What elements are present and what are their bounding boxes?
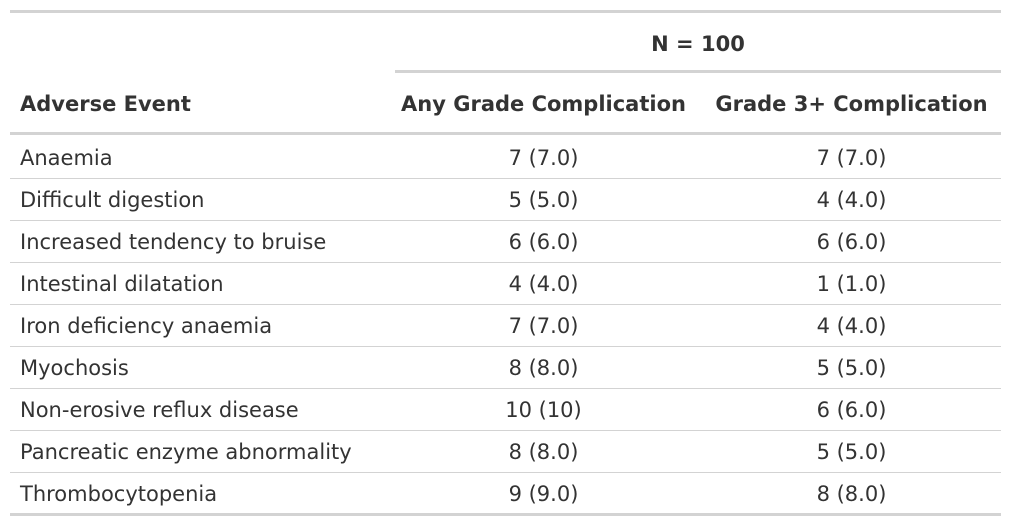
row-label: Increased tendency to bruise — [20, 230, 327, 254]
table-cell: 7 (7.0) — [508, 314, 579, 338]
bottom-border — [10, 513, 1001, 516]
row-label: Myochosis — [20, 356, 129, 380]
table-cell: 1 (1.0) — [816, 272, 887, 296]
table-cell: 6 (6.0) — [508, 230, 579, 254]
table-cell: 6 (6.0) — [816, 398, 887, 422]
row-label: Pancreatic enzyme abnormality — [20, 440, 352, 464]
row-label: Anaemia — [20, 146, 113, 170]
table-cell: 5 (5.0) — [816, 440, 887, 464]
spanner-label: N = 100 — [651, 32, 745, 56]
column-header: Adverse Event — [20, 92, 191, 116]
row-rule — [10, 472, 1001, 473]
table-cell: 10 (10) — [505, 398, 582, 422]
table-cell: 5 (5.0) — [816, 356, 887, 380]
table-cell: 6 (6.0) — [816, 230, 887, 254]
row-rule — [10, 430, 1001, 431]
column-header: Grade 3+ Complication — [715, 92, 988, 116]
row-rule — [10, 262, 1001, 263]
table-cell: 8 (8.0) — [508, 356, 579, 380]
column-header: Any Grade Complication — [401, 92, 686, 116]
row-rule — [10, 178, 1001, 179]
row-rule — [10, 346, 1001, 347]
row-rule — [10, 388, 1001, 389]
table-cell: 9 (9.0) — [508, 482, 579, 506]
table-cell: 4 (4.0) — [816, 314, 887, 338]
row-label: Non-erosive reflux disease — [20, 398, 299, 422]
header-rule — [10, 132, 1001, 135]
row-label: Thrombocytopenia — [20, 482, 218, 506]
table-cell: 8 (8.0) — [508, 440, 579, 464]
top-border — [10, 10, 1001, 13]
row-label: Iron deficiency anaemia — [20, 314, 273, 338]
table-cell: 7 (7.0) — [508, 146, 579, 170]
spanner-rule — [395, 70, 1001, 73]
table-cell: 8 (8.0) — [816, 482, 887, 506]
table-cell: 4 (4.0) — [816, 188, 887, 212]
row-rule — [10, 304, 1001, 305]
row-label: Difficult digestion — [20, 188, 205, 212]
row-label: Intestinal dilatation — [20, 272, 224, 296]
row-rule — [10, 220, 1001, 221]
table-cell: 4 (4.0) — [508, 272, 579, 296]
table-cell: 5 (5.0) — [508, 188, 579, 212]
table-cell: 7 (7.0) — [816, 146, 887, 170]
